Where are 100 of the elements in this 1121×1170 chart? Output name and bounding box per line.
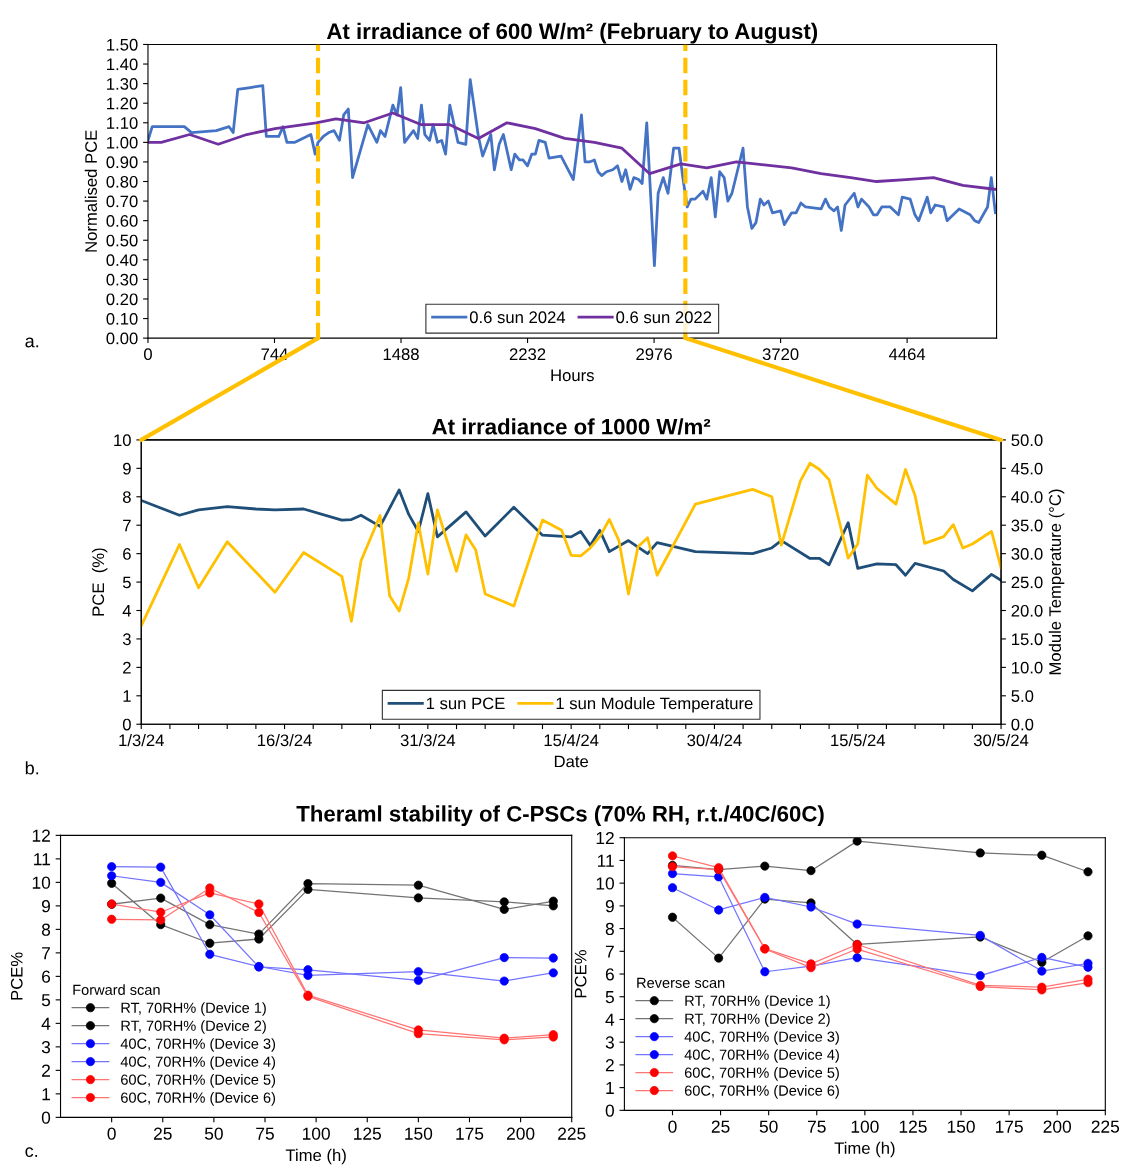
y-tick-label: 1.30 <box>107 78 138 90</box>
y-tick-label: 3 <box>41 1041 51 1054</box>
y-tick-label: 7 <box>605 945 614 958</box>
y-axis-title: Normalised PCE <box>84 130 97 252</box>
y-tick-label: 2 <box>123 661 131 674</box>
legend-title: Forward scan <box>73 984 160 995</box>
legend-label: RT, 70RH% (Device 1) <box>685 995 830 1009</box>
x-tick-label: 125 <box>899 1120 927 1133</box>
x-tick-label: 100 <box>302 1127 330 1140</box>
y2-tick-label: 10.0 <box>1012 661 1043 674</box>
y-tick-label: 0.10 <box>106 312 138 325</box>
y-tick-label: 3 <box>122 633 131 646</box>
y-tick-label: 0.80 <box>106 175 138 188</box>
legend-label: 40C, 70RH% (Device 4) <box>120 1056 276 1070</box>
y-tick-label: 6 <box>123 548 131 560</box>
x-tick-label: 2976 <box>636 348 672 361</box>
y-tick-label: 8 <box>41 923 51 936</box>
y-tick-label: 0.00 <box>106 332 138 345</box>
x-tick-label: 150 <box>405 1127 433 1140</box>
x-tick-label: 25 <box>711 1120 730 1133</box>
y-tick-label: 12 <box>32 829 50 842</box>
legend-label: 0.6 sun 2024 <box>469 311 566 324</box>
x-tick-label: 1/3/24 <box>119 733 164 747</box>
legend-label: 0.6 sun 2022 <box>616 311 712 324</box>
y-tick-label: 1.40 <box>107 58 138 71</box>
y2-tick-label: 45.0 <box>1011 462 1043 475</box>
x-tick-label: 15/5/24 <box>831 733 886 747</box>
y-tick-label: 0.50 <box>106 234 138 247</box>
y-tick-label: 2 <box>42 1064 50 1077</box>
y-tick-label: 11 <box>34 853 50 866</box>
legend-label: RT, 70RH% (Device 2) <box>685 1013 830 1027</box>
y-tick-label: 0 <box>605 1104 614 1117</box>
y-tick-label: 5 <box>605 991 614 1004</box>
x-tick-label: 75 <box>256 1127 274 1140</box>
y-tick-label: 0.60 <box>106 215 138 227</box>
y-tick-label: 7 <box>42 947 50 960</box>
y-tick-label: 0.40 <box>106 254 138 267</box>
x-tick-label: 200 <box>506 1127 535 1140</box>
x-tick-label: 0 <box>668 1120 677 1133</box>
y-tick-label: 0.20 <box>106 293 138 306</box>
y2-axis-title: Module Temperature (°C) <box>1048 489 1065 675</box>
y-tick-label: 1.00 <box>107 136 138 149</box>
y-tick-label: 4 <box>41 1017 51 1030</box>
x-axis-title: Date <box>554 755 589 768</box>
y-tick-label: 10 <box>114 434 131 447</box>
y-tick-label: 1 <box>606 1081 614 1094</box>
x-tick-label: 75 <box>808 1120 826 1133</box>
legend-label: 40C, 70RH% (Device 3) <box>120 1038 276 1052</box>
legend-label: 1 sun Module Temperature <box>556 697 753 713</box>
y-tick-label: 10 <box>32 876 51 889</box>
y-tick-label: 0.70 <box>106 195 138 208</box>
legend-title: Reverse scan <box>637 977 725 988</box>
x-tick-label: 100 <box>851 1120 879 1133</box>
y2-tick-label: 25.0 <box>1011 576 1043 589</box>
x-axis-title: Time (h) <box>285 1148 346 1165</box>
x-tick-label: 31/3/24 <box>400 733 456 747</box>
y-tick-label: 1.20 <box>107 97 138 110</box>
text: a. <box>25 337 39 348</box>
y-tick-label: 1.50 <box>107 38 138 51</box>
x-tick-label: 200 <box>1043 1120 1072 1133</box>
x-tick-label: 4464 <box>888 348 926 361</box>
legend-label: 60C, 70RH% (Device 6) <box>121 1092 276 1106</box>
text: b. <box>25 761 39 775</box>
y-tick-label: 9 <box>123 462 131 475</box>
y2-tick-label: 50.0 <box>1011 434 1043 447</box>
y-tick-label: 0 <box>122 718 131 731</box>
x-tick-label: 30/5/24 <box>973 733 1029 747</box>
y-tick-label: 1.10 <box>107 117 138 129</box>
chart-title: At irradiance of 600 W/m² (February to August) <box>326 22 818 44</box>
x-tick-label: 175 <box>456 1127 484 1140</box>
x-tick-label: 3720 <box>762 348 799 361</box>
x-tick-label: 175 <box>995 1120 1023 1133</box>
y-tick-label: 9 <box>605 900 614 913</box>
y-axis-title: PCE% <box>574 950 587 998</box>
y-tick-label: 3 <box>605 1036 614 1049</box>
legend-label: 1 sun PCE <box>426 697 505 710</box>
y-tick-label: 7 <box>123 519 131 532</box>
y-tick-label: 12 <box>596 831 614 845</box>
legend-label: 40C, 70RH% (Device 4) <box>684 1049 839 1063</box>
y-tick-label: 0 <box>41 1111 51 1124</box>
x-axis-title: Time (h) <box>834 1141 895 1158</box>
y-tick-label: 9 <box>41 900 50 913</box>
x-tick-label: 30/4/24 <box>687 733 742 747</box>
y-tick-label: 8 <box>605 922 614 936</box>
y2-tick-label: 15.0 <box>1012 633 1043 646</box>
legend-label: 60C, 70RH% (Device 5) <box>121 1074 276 1088</box>
x-tick-label: 125 <box>354 1127 381 1140</box>
y-tick-label: 1 <box>123 690 131 702</box>
x-tick-label: 1488 <box>383 348 419 361</box>
y-axis-title: PCE% <box>10 952 23 1000</box>
y-tick-label: 11 <box>597 854 614 867</box>
y-tick-label: 5 <box>41 994 51 1007</box>
y2-tick-label: 30.0 <box>1011 548 1043 560</box>
y2-tick-label: 40.0 <box>1011 491 1043 503</box>
legend-label: 60C, 70RH% (Device 6) <box>684 1085 839 1099</box>
y-tick-label: 4 <box>122 605 132 617</box>
legend-label: RT, 70RH% (Device 2) <box>121 1020 266 1034</box>
legend-label: RT, 70RH% (Device 1) <box>121 1002 266 1016</box>
x-axis-title: Hours <box>551 369 594 382</box>
y2-tick-label: 35.0 <box>1011 519 1043 532</box>
